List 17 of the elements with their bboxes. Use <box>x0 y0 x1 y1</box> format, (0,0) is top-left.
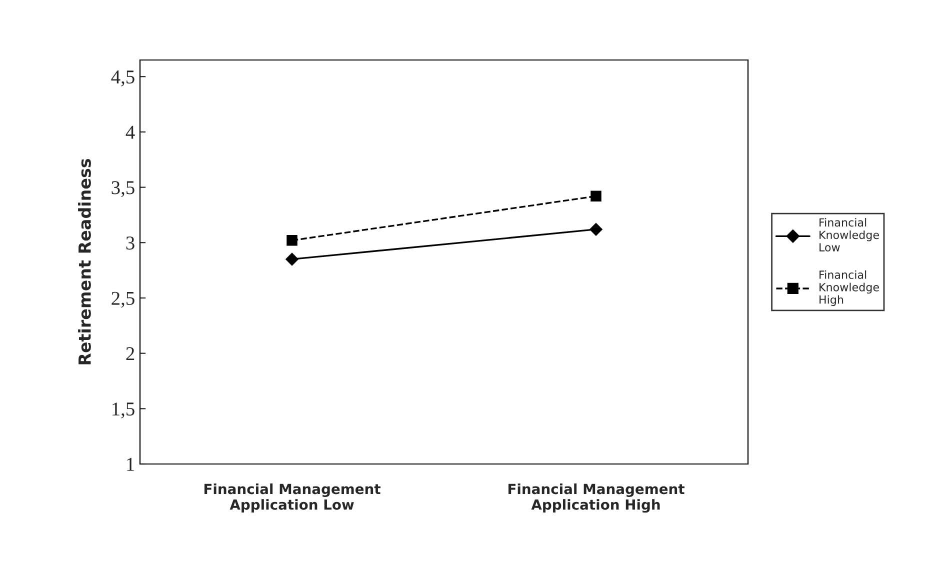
y-tick-label: 2,5 <box>112 292 134 308</box>
point <box>590 190 602 202</box>
legend-label: Financial Knowledge High <box>820 270 879 306</box>
point <box>286 235 298 246</box>
y-tick-label: 3,5 <box>112 181 134 198</box>
point <box>590 222 602 236</box>
y-axis-title: Retirement Readiness <box>78 158 91 364</box>
legend-label: Financial Knowledge Low <box>820 218 879 252</box>
y-tick-label: 2 <box>126 347 134 360</box>
point <box>286 252 298 266</box>
y-tick-label: 4 <box>126 126 135 139</box>
x-tick-label: Financial Management Application Low <box>204 483 380 513</box>
y-tick-label: 1,5 <box>112 402 134 418</box>
y-tick-label: 3 <box>126 236 134 250</box>
x-tick-label: Financial Management Application High <box>508 483 684 513</box>
y-tick-label: 4,5 <box>111 70 134 86</box>
y-tick-label: 1 <box>127 458 134 471</box>
